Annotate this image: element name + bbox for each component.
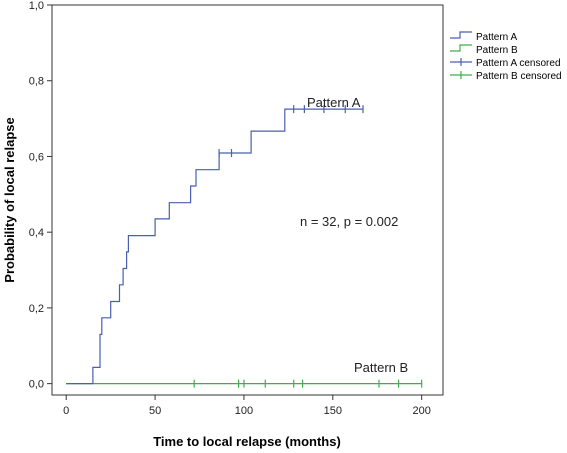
annotation-pattern-a: Pattern A [307,95,361,110]
x-tick-label: 100 [235,405,253,417]
x-tick-label: 150 [324,405,342,417]
x-axis: 0 50 100 150 200 [63,395,431,417]
legend-swatch [450,44,472,52]
y-axis: 0,0 0,2 0,4 0,6 0,8 1,0 [29,0,52,391]
y-tick-label: 0,6 [29,151,44,163]
legend-label: Pattern A censored [476,58,561,69]
y-tick-label: 0,2 [29,303,44,315]
annotation-pattern-b: Pattern B [354,360,408,375]
y-tick-label: 1,0 [29,0,44,12]
x-tick-label: 50 [149,405,161,417]
plot-area [51,4,444,396]
x-tick-label: 0 [63,405,69,417]
legend-label: Pattern A [476,32,517,43]
legend-label: Pattern B censored [476,71,562,82]
legend-swatch [450,31,472,39]
x-tick-label: 200 [412,405,430,417]
y-tick-label: 0,8 [29,76,44,88]
annotation-stats: n = 32, p = 0.002 [300,214,398,229]
series-layer [66,105,423,388]
x-axis-title: Time to local relapse (months) [153,434,341,449]
legend-label: Pattern B [476,45,518,56]
legend: Pattern A Pattern B Pattern A censored Patt… [450,31,562,82]
y-tick-label: 0,4 [29,227,44,239]
y-tick-label: 0,0 [29,379,44,391]
y-axis-title: Probability of local relapse [2,117,17,282]
